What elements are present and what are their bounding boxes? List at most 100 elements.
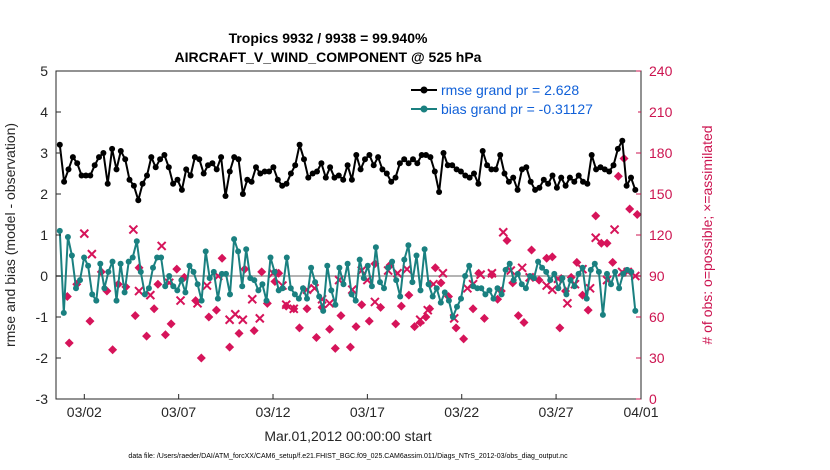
bias-point [372,244,379,251]
bias-point [486,287,493,294]
obs-assimilated-stroke [438,268,448,278]
bias-point [291,291,298,298]
rmse-point [56,141,63,148]
x-tick-label: 04/01 [623,404,658,420]
bias-point [563,291,570,298]
rmse-point [588,152,595,158]
rmse-point [375,154,382,161]
bias-point [385,264,392,271]
bias-point [433,285,440,292]
bias-point [348,291,355,298]
bias-point [498,291,505,298]
obs-assimilated-marker [591,233,601,243]
rmse-point [109,145,116,152]
bias-point [271,268,278,275]
obs-assimilated-marker [247,294,257,304]
obs-possible-marker [547,252,557,262]
bias-point [531,275,537,282]
obs-assimilated-stroke [428,279,439,289]
obs-assimilated-marker [562,298,573,309]
obs-assimilated-stroke [609,224,620,235]
rmse-point [292,162,299,169]
obs-possible-marker [160,330,170,340]
rmse-point [161,152,168,158]
bias-point [210,268,217,275]
rmse-point [327,164,334,171]
obs-assimilated-stroke [247,294,257,304]
bias-point [458,295,464,302]
rmse-point [130,182,137,189]
bias-point [425,281,432,288]
bias-point [283,254,290,261]
rmse-point [340,176,347,183]
rmse-point [362,156,368,163]
y2-tick-label: 0 [649,391,657,407]
rmse-point [218,154,225,161]
obs-assimilated-stroke [145,290,156,300]
rmse-point [248,178,255,185]
obs-possible-marker [351,322,361,332]
rmse-point [104,180,111,187]
obs-possible-marker [436,278,446,288]
y2-tick-label: 60 [649,309,665,325]
rmse-point [222,193,229,199]
obs-possible-marker [336,311,346,321]
rmse-point [527,178,534,185]
bias-point [579,264,586,271]
rmse-point [392,174,399,181]
rmse-point [623,182,630,189]
bias-point [401,256,408,263]
obs-possible-marker [572,257,582,267]
bias-point [583,295,590,302]
rmse-point [501,170,508,177]
rmse-point [91,162,98,169]
rmse-point [183,166,190,173]
rmse-point [200,170,207,177]
obs-assimilated-marker [547,284,558,295]
bias-point [462,273,469,279]
legend: rmse grand pr = 2.628 bias grand pr = -0… [406,76,638,118]
obs-assimilated-marker [134,286,144,296]
obs-assimilated-marker [609,224,620,235]
bias-point [178,277,185,284]
obs-possible-marker [196,353,206,363]
rmse-point [74,160,81,167]
obs-assimilated-stroke [87,249,97,259]
bias-point [567,277,574,284]
bias-point [482,291,489,298]
obs-assimilated-marker [156,241,167,251]
y2-tick-label: 180 [649,145,673,161]
bias-point [125,258,132,265]
rmse-point [536,184,543,191]
rmse-point [566,174,573,181]
rmse-point [610,162,617,169]
obs-assimilated-stroke [591,233,601,243]
obs-possible-marker [294,323,304,333]
y-tick-label: 5 [40,63,48,79]
rmse-point [96,154,102,161]
obs-possible-marker [257,267,267,277]
obs-possible-marker [591,211,601,221]
legend-bias-marker [420,105,428,113]
bias-point [239,283,246,290]
bias-point [308,264,315,271]
bias-point [255,287,262,294]
bias-point [421,246,428,253]
rmse-point [401,156,408,163]
obs-possible-marker [211,305,221,315]
rmse-point [226,168,233,175]
rmse-point [170,180,177,187]
y-tick-label: 1 [40,227,48,243]
rmse-point [174,176,181,183]
obs-assimilated-stroke [202,280,212,291]
obs-possible-marker [415,317,425,327]
bias-point [616,285,623,292]
rmse-point [510,174,517,181]
bias-point [417,287,424,294]
obs-assimilated-marker [255,313,265,324]
chart-title: Tropics 9932 / 9938 = 99.940% [229,30,428,46]
rmse-point [449,162,456,169]
obs-possible-marker [555,323,565,333]
rmse-point [287,170,294,177]
rmse-point [78,172,85,179]
